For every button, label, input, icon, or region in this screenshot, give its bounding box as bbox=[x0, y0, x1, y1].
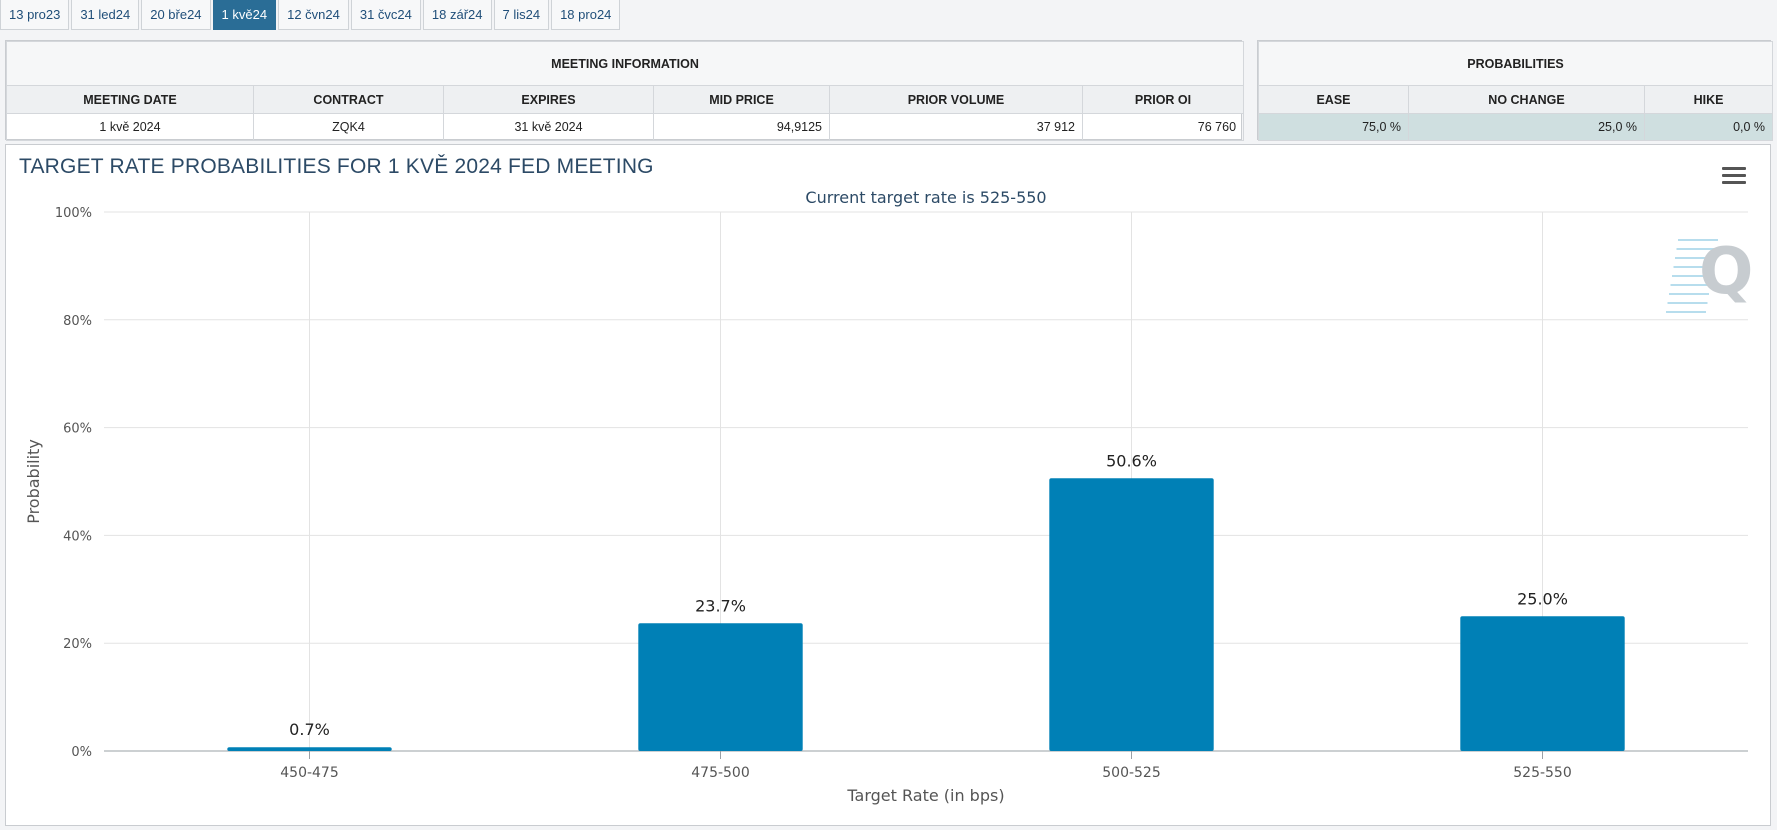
tab-0[interactable]: 13 pro23 bbox=[0, 0, 70, 30]
header-mid-price: MID PRICE bbox=[653, 85, 830, 114]
q-logo-watermark: Q bbox=[1666, 235, 1753, 313]
header-expires: EXPIRES bbox=[443, 85, 654, 114]
bar-525-550 bbox=[1460, 616, 1625, 751]
data-label: 0.7% bbox=[289, 720, 330, 739]
tab-3[interactable]: 1 kvě24 bbox=[212, 0, 277, 30]
header-meeting-date: MEETING DATE bbox=[6, 85, 254, 114]
x-tick-label: 475-500 bbox=[691, 765, 750, 781]
chart-title: TARGET RATE PROBABILITIES FOR 1 KVĚ 2024… bbox=[19, 155, 654, 178]
meeting-information-table: MEETING INFORMATION MEETING DATE CONTRAC… bbox=[5, 40, 1245, 141]
value-prior-oi: 76 760 bbox=[1081, 113, 1245, 141]
value-prior-volume: 37 912 bbox=[829, 113, 1083, 141]
header-prior-volume: PRIOR VOLUME bbox=[829, 85, 1083, 114]
meeting-date-tabs: 13 pro23 31 led24 20 bře24 1 kvě24 12 čvn24 3… bbox=[0, 0, 1777, 30]
tab-2[interactable]: 20 bře24 bbox=[141, 0, 211, 30]
bar-chart: Current target rate is 525-550 0% 20% 40% 60… bbox=[24, 188, 1753, 805]
x-tick-label: 500-525 bbox=[1102, 765, 1161, 781]
value-ease: 75,0 % bbox=[1258, 113, 1409, 141]
bar-500-525 bbox=[1049, 478, 1214, 751]
value-mid-price: 94,9125 bbox=[653, 113, 830, 141]
y-tick-label: 100% bbox=[55, 206, 92, 221]
data-label: 25.0% bbox=[1517, 589, 1568, 608]
header-no-change: NO CHANGE bbox=[1408, 85, 1645, 114]
tab-1[interactable]: 31 led24 bbox=[71, 0, 140, 30]
value-no-change: 25,0 % bbox=[1408, 113, 1645, 141]
y-tick-label: 0% bbox=[71, 745, 92, 760]
value-hike: 0,0 % bbox=[1643, 113, 1774, 141]
chart-panel: TARGET RATE PROBABILITIES FOR 1 KVĚ 2024… bbox=[5, 144, 1771, 826]
tab-5[interactable]: 31 čvc24 bbox=[350, 0, 421, 30]
chart-subtitle: Current target rate is 525-550 bbox=[805, 188, 1046, 207]
tab-7[interactable]: 7 lis24 bbox=[493, 0, 550, 30]
y-axis-title: Probability bbox=[24, 439, 43, 524]
header-ease: EASE bbox=[1258, 85, 1409, 114]
header-prior-oi: PRIOR OI bbox=[1081, 85, 1245, 114]
probabilities-caption: PROBABILITIES bbox=[1257, 41, 1774, 86]
header-contract: CONTRACT bbox=[253, 85, 444, 114]
tab-4[interactable]: 12 čvn24 bbox=[278, 0, 349, 30]
value-contract: ZQK4 bbox=[253, 113, 444, 141]
data-label: 23.7% bbox=[695, 596, 746, 615]
y-tick-label: 80% bbox=[63, 314, 92, 329]
bar-475-500 bbox=[638, 623, 803, 751]
tab-8[interactable]: 18 pro24 bbox=[551, 0, 621, 30]
data-label: 50.6% bbox=[1106, 451, 1157, 470]
y-tick-label: 40% bbox=[63, 529, 92, 544]
probabilities-table: PROBABILITIES EASE NO CHANGE HIKE 75,0 %… bbox=[1257, 40, 1774, 141]
meeting-information-caption: MEETING INFORMATION bbox=[5, 41, 1245, 86]
value-expires: 31 kvě 2024 bbox=[443, 113, 654, 141]
y-tick-label: 60% bbox=[63, 422, 92, 437]
y-tick-label: 20% bbox=[63, 637, 92, 652]
x-axis-title: Target Rate (in bps) bbox=[846, 786, 1004, 805]
x-tick-label: 450-475 bbox=[280, 765, 339, 781]
svg-text:Q: Q bbox=[1699, 235, 1753, 309]
bar-450-475 bbox=[227, 747, 392, 751]
x-tick-label: 525-550 bbox=[1513, 765, 1572, 781]
tab-6[interactable]: 18 zář24 bbox=[422, 0, 492, 30]
header-hike: HIKE bbox=[1643, 85, 1774, 114]
value-meeting-date: 1 kvě 2024 bbox=[6, 113, 254, 141]
hamburger-menu-icon[interactable] bbox=[1722, 167, 1746, 185]
